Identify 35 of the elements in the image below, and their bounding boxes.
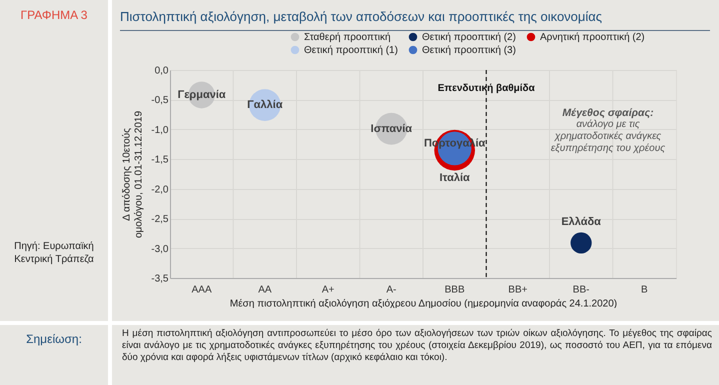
x-tick-label: B xyxy=(641,284,648,296)
y-tick-label: -2,0 xyxy=(151,184,169,196)
y-axis-title: Δ απόδοσης 10ετούς ομολόγου, 01.01-31.12.2019 xyxy=(121,110,144,238)
y-tick-label: -3,0 xyxy=(151,244,169,255)
x-tick-label: A+ xyxy=(322,284,335,296)
text: Η μέση πιστοληπτική αξιολόγηση αντιπροσωπεύει το μέσο όρο των αξιολογήσεων των τριών οίκων αξιολόγησης. Το μέγεθος της σφαίρας είναι ανάλογο με τις χρηματοδοτικές ανάγκες εξυπηρέτησης του χρέους (στοιχεία Δεκεμβρίου 2019), ως ποσοστό του ΑΕΠ, για τα επόμενα δύο χρόνια και αφορά λήξεις υφιστάμενων τίτλων (αρχικό κεφάλαιο και τόκοι). xyxy=(122,328,712,364)
ref-line-label: Επενδυτική βαθμίδα xyxy=(438,83,536,94)
annotation: Μέγεθος σφαίρας: xyxy=(562,107,654,119)
x-tick-label: AAA xyxy=(192,284,212,296)
annotation: Γερμανία xyxy=(178,88,226,101)
y-tick-label: -0,5 xyxy=(151,95,169,106)
y-tick-label: 0,0 xyxy=(154,66,169,76)
x-tick-label: BBB xyxy=(444,284,465,296)
x-tick-label: AA xyxy=(258,284,272,296)
y-tick-label: -2,5 xyxy=(151,214,169,226)
annotation: Ισπανία xyxy=(370,122,412,135)
legend-label: Αρνητική προοπτική (2) xyxy=(540,32,645,43)
legend-label: Σταθερή προοπτική xyxy=(304,32,391,43)
x-tick-label: A- xyxy=(386,284,396,296)
text: ΓΡΑΦΗΜΑ 3 xyxy=(20,8,88,22)
annotation: Ιταλία xyxy=(439,172,470,184)
text: Πηγή: Ευρωπαϊκή Κεντρική Τράπεζα xyxy=(13,240,95,266)
annotation: ανάλογο με τις χρηματοδοτικές ανάγκες εξυπηρέτησης του χρέους xyxy=(550,119,666,154)
annotation: Ελλάδα xyxy=(561,216,602,228)
annotation: Γαλλία xyxy=(247,99,283,112)
legend-label: Θετική προοπτική (3) xyxy=(422,45,516,56)
legend-label: Θετική προοπτική (2) xyxy=(422,32,516,43)
x-tick-label: BB+ xyxy=(508,284,528,296)
legend-label: Θετική προοπτική (1) xyxy=(304,45,398,56)
x-tick-label: BB- xyxy=(572,284,590,296)
y-tick-label: -1,5 xyxy=(151,154,169,166)
chart-title: Πιστοληπτική αξιολόγηση, μεταβολή των αποδόσεων και προοπτικές της οικονομίας xyxy=(120,9,710,31)
y-tick-label: -1,0 xyxy=(151,124,169,136)
text: Σημείωση: xyxy=(25,332,83,346)
y-tick-label: -3,5 xyxy=(151,274,169,284)
